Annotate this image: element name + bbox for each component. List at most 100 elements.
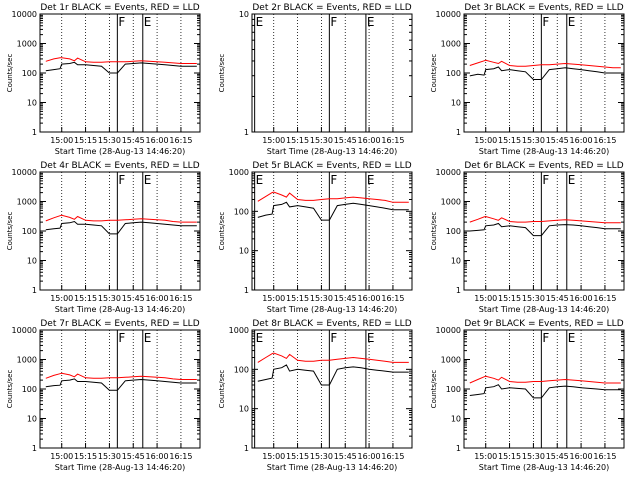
y-axis-label: Counts/sec (6, 54, 14, 93)
x-axis-label: Start Time (28-Aug-13 14:46:20) (267, 147, 398, 156)
x-tick-label: 15:30 (98, 294, 121, 303)
x-tick-label: 15:45 (122, 136, 145, 145)
series-line-lld (469, 375, 621, 384)
marker-label-e: E (256, 173, 264, 187)
y-tick-label: 10 (27, 257, 37, 266)
x-tick-label: 16:15 (593, 452, 616, 461)
series-line-events (469, 384, 621, 399)
x-tick-label: 15:00 (262, 452, 285, 461)
x-tick-label: 15:30 (522, 294, 545, 303)
panel-det-8r: Det 8r BLACK = Events, RED = LLD E F E 1 10 10… (218, 319, 413, 472)
plot-frame (251, 13, 413, 133)
x-tick-label: 15:15 (498, 294, 521, 303)
panel-det-7r: Det 7r BLACK = Events, RED = LLD F E 1 10 100… (6, 319, 201, 472)
y-tick-label: 100 (22, 227, 37, 236)
x-axis-label: Start Time (28-Aug-13 14:46:20) (55, 463, 186, 472)
x-tick-label: 15:45 (546, 452, 569, 461)
x-tick-label: 16:15 (593, 294, 616, 303)
x-tick-label: 16:15 (169, 452, 192, 461)
y-tick-label: 10 (451, 99, 461, 108)
x-tick-label: 15:30 (98, 136, 121, 145)
marker-label-e: E (367, 331, 375, 345)
y-tick-label: 1 (456, 286, 461, 295)
y-tick-label: 1000 (17, 356, 37, 365)
panel-det-5r: Det 5r BLACK = Events, RED = LLD E F E 1 10 10… (218, 161, 413, 314)
marker-label-f: F (542, 173, 549, 187)
y-tick-label: 1 (456, 128, 461, 137)
y-tick-label: 1000 (441, 40, 461, 49)
x-tick-label: 16:15 (169, 136, 192, 145)
y-axis-label: Counts/sec (6, 212, 14, 251)
marker-label-f: F (330, 331, 337, 345)
marker-label-e: E (256, 331, 264, 345)
marker-label-f: F (542, 331, 549, 345)
y-axis-label: Counts/sec (430, 370, 438, 409)
x-tick-label: 16:00 (570, 136, 593, 145)
x-axis-label: Start Time (28-Aug-13 14:46:20) (479, 305, 610, 314)
y-axis-label: Counts/sec (218, 370, 226, 409)
y-tick-label: 1000 (17, 40, 37, 49)
x-tick-label: 15:45 (122, 294, 145, 303)
marker-label-f: F (118, 15, 125, 29)
x-tick-label: 16:15 (381, 452, 404, 461)
marker-label-e: E (144, 331, 152, 345)
series-line-events (45, 378, 197, 391)
panel-title: Det 8r BLACK = Events, RED = LLD (252, 319, 411, 329)
series-line-lld (45, 214, 197, 223)
x-tick-label: 15:15 (286, 136, 309, 145)
x-tick-label: 15:30 (310, 452, 333, 461)
y-tick-label: 100 (22, 385, 37, 394)
marker-label-f: F (542, 15, 549, 29)
y-tick-label: 100 (446, 385, 461, 394)
y-axis-label: Counts/sec (430, 54, 438, 93)
plot-frame (463, 171, 625, 291)
y-tick-label: 1 (244, 444, 249, 453)
x-tick-label: 15:00 (474, 452, 497, 461)
x-tick-label: 16:00 (358, 294, 381, 303)
x-tick-label: 16:15 (169, 294, 192, 303)
y-tick-label: 1000 (17, 198, 37, 207)
x-axis-label: Start Time (28-Aug-13 14:46:20) (267, 305, 398, 314)
x-axis-label: Start Time (28-Aug-13 14:46:20) (267, 463, 398, 472)
y-axis-label: Counts/sec (218, 212, 226, 251)
y-tick-label: 10000 (436, 10, 461, 19)
y-axis-label: Counts/sec (430, 212, 438, 251)
y-tick-label: 10 (451, 415, 461, 424)
x-tick-label: 15:15 (286, 452, 309, 461)
marker-label-e: E (256, 15, 264, 29)
x-tick-label: 15:45 (122, 452, 145, 461)
x-tick-label: 15:30 (522, 136, 545, 145)
panel-title: Det 3r BLACK = Events, RED = LLD (464, 3, 623, 13)
x-tick-label: 15:30 (310, 136, 333, 145)
y-tick-label: 10 (239, 10, 249, 19)
y-tick-label: 100 (234, 207, 249, 216)
x-tick-label: 15:00 (50, 136, 73, 145)
panel-title: Det 5r BLACK = Events, RED = LLD (252, 161, 411, 171)
x-tick-label: 15:30 (98, 452, 121, 461)
x-tick-label: 16:00 (146, 452, 169, 461)
plot-frame (463, 13, 625, 133)
plot-frame (251, 171, 413, 291)
series-line-lld (469, 59, 621, 69)
y-tick-label: 100 (446, 227, 461, 236)
x-tick-label: 16:15 (381, 136, 404, 145)
y-tick-label: 1 (244, 286, 249, 295)
y-tick-label: 100 (446, 69, 461, 78)
y-tick-label: 100 (22, 69, 37, 78)
series-line-events (469, 222, 621, 237)
marker-label-e: E (367, 173, 375, 187)
plot-frame (251, 329, 413, 449)
x-tick-label: 16:15 (381, 294, 404, 303)
x-tick-label: 15:00 (50, 294, 73, 303)
panel-title: Det 7r BLACK = Events, RED = LLD (40, 319, 199, 329)
marker-label-f: F (330, 15, 337, 29)
y-tick-label: 1 (32, 444, 37, 453)
y-tick-label: 1 (244, 128, 249, 137)
marker-label-f: F (118, 331, 125, 345)
panel-title: Det 9r BLACK = Events, RED = LLD (464, 319, 623, 329)
x-tick-label: 16:00 (146, 294, 169, 303)
panel-det-4r: Det 4r BLACK = Events, RED = LLD F E 1 10 100… (6, 161, 201, 314)
panel-title: Det 4r BLACK = Events, RED = LLD (40, 161, 199, 171)
marker-label-e: E (568, 331, 576, 345)
